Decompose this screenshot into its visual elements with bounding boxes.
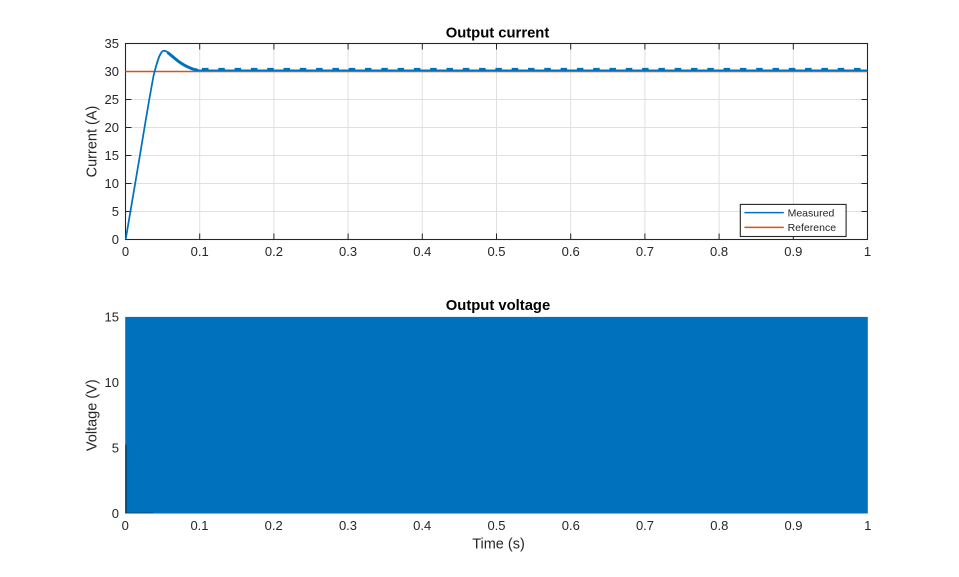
svg-text:0.9: 0.9 [784,244,802,259]
svg-text:0.3: 0.3 [339,244,357,259]
svg-text:Output current: Output current [446,25,550,41]
svg-text:15: 15 [105,310,119,325]
svg-text:0.7: 0.7 [636,244,654,259]
svg-text:0: 0 [112,506,119,521]
svg-text:25: 25 [105,92,119,107]
svg-text:0.7: 0.7 [636,518,654,533]
svg-text:0.5: 0.5 [487,518,505,533]
svg-text:Reference: Reference [788,222,837,234]
svg-text:10: 10 [105,176,119,191]
svg-text:35: 35 [105,36,119,51]
svg-text:0.8: 0.8 [710,518,728,533]
svg-text:30: 30 [105,64,119,79]
svg-text:15: 15 [105,148,119,163]
svg-text:Output voltage: Output voltage [446,298,550,314]
svg-text:0.4: 0.4 [413,518,431,533]
svg-text:0.2: 0.2 [265,518,283,533]
svg-text:0: 0 [112,232,119,247]
svg-text:5: 5 [112,441,119,456]
svg-text:0.2: 0.2 [265,244,283,259]
svg-text:0.3: 0.3 [339,518,357,533]
svg-text:10: 10 [105,375,119,390]
svg-text:0.1: 0.1 [190,518,208,533]
svg-text:Measured: Measured [788,207,835,219]
svg-text:Voltage (V): Voltage (V) [85,379,101,451]
svg-text:0.6: 0.6 [562,518,580,533]
svg-text:0: 0 [122,244,129,259]
svg-text:0.1: 0.1 [191,244,209,259]
svg-text:1: 1 [864,244,871,259]
svg-text:Time (s): Time (s) [472,537,525,553]
svg-text:0.4: 0.4 [413,244,431,259]
svg-text:0.8: 0.8 [710,244,728,259]
svg-text:0.5: 0.5 [487,244,505,259]
svg-text:0.6: 0.6 [562,244,580,259]
svg-text:1: 1 [864,518,871,533]
svg-text:20: 20 [105,120,119,135]
svg-text:0: 0 [122,518,129,533]
svg-text:0.9: 0.9 [784,518,802,533]
svg-text:Current (A): Current (A) [85,106,101,178]
svg-text:5: 5 [112,204,119,219]
